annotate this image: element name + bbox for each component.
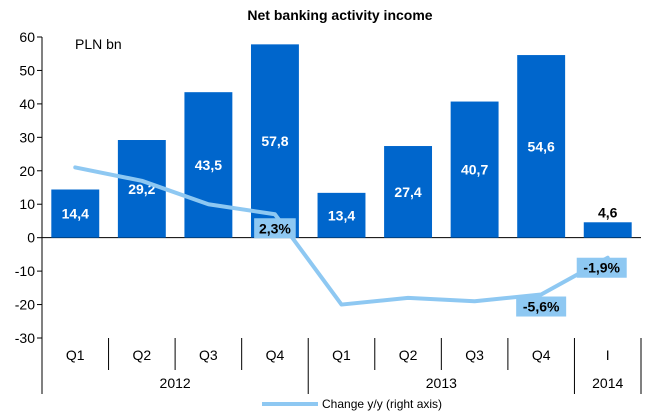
unit-label: PLN bn xyxy=(75,36,122,52)
y-tick-label: 20 xyxy=(19,163,35,179)
line-label-box xyxy=(516,296,567,317)
bar-labels: 14,429,243,557,813,427,440,754,64,6 xyxy=(62,133,618,223)
x-category-label: Q4 xyxy=(266,347,285,363)
x-category-label: Q2 xyxy=(132,347,151,363)
legend-label: Change y/y (right axis) xyxy=(322,397,442,411)
chart-title: Net banking activity income xyxy=(247,7,432,23)
line-data-label: -1,9% xyxy=(583,260,620,276)
line-label-box xyxy=(576,257,627,278)
x-group-label: 2012 xyxy=(160,375,191,391)
bar xyxy=(317,192,366,238)
bar xyxy=(51,189,100,238)
y-tick-label: -20 xyxy=(15,297,35,313)
x-group-label: 2013 xyxy=(426,375,457,391)
bars xyxy=(51,44,632,238)
x-category-label: Q3 xyxy=(465,347,484,363)
line-labels: 2,3% -5,6% -1,9% xyxy=(254,218,627,317)
x-category-label: Q1 xyxy=(66,347,85,363)
x-category-label: I xyxy=(606,347,610,363)
bar xyxy=(517,55,566,238)
bar-data-label: 40,7 xyxy=(461,162,488,178)
y-tick-label: -30 xyxy=(15,330,35,346)
x-categories: Q1 Q2 Q3 Q4 Q1 Q2 Q3 Q4 I 2012 2013 2014 xyxy=(41,338,642,394)
y-tick-label: 30 xyxy=(19,129,35,145)
bar-data-label: 54,6 xyxy=(528,138,555,154)
line-data-label: -5,6% xyxy=(523,299,560,315)
y-tick-label: 0 xyxy=(27,230,35,246)
bar xyxy=(450,101,499,238)
x-category-label: Q3 xyxy=(199,347,218,363)
bar-data-label: 13,4 xyxy=(328,207,355,223)
bar xyxy=(384,146,433,238)
line-data-label: 2,3% xyxy=(259,220,291,236)
x-category-label: Q4 xyxy=(532,347,551,363)
y-tick-label: -10 xyxy=(15,263,35,279)
y-tick-label: 50 xyxy=(19,62,35,78)
bar xyxy=(583,222,632,238)
x-category-label: Q1 xyxy=(332,347,351,363)
line-label-box xyxy=(254,218,296,239)
bar-data-label: 43,5 xyxy=(195,157,222,173)
y-tick-label: 40 xyxy=(19,96,35,112)
bar-data-label: 57,8 xyxy=(261,133,288,149)
bar xyxy=(250,44,299,238)
x-category-label: Q2 xyxy=(399,347,418,363)
bar-data-label: 14,4 xyxy=(62,206,89,222)
legend: Change y/y (right axis) xyxy=(262,397,442,411)
y-tick-label: 10 xyxy=(19,196,35,212)
x-group-label: 2014 xyxy=(592,375,623,391)
y-tick-label: 60 xyxy=(19,29,35,45)
bar-data-label: 4,6 xyxy=(598,204,618,220)
bar-data-label: 27,4 xyxy=(394,184,421,200)
bar xyxy=(117,140,166,238)
bar xyxy=(184,92,233,238)
